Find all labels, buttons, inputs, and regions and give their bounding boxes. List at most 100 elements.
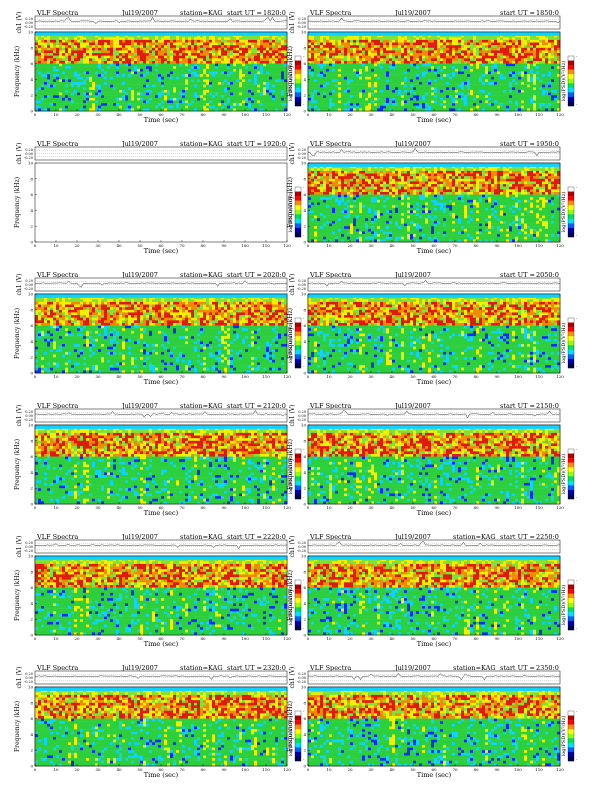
spectra-panel: VLF Spectra Jul19/2007 start UT = 2050:00.2… xyxy=(287,271,578,386)
spectrogram-heatmap xyxy=(35,294,287,373)
time-tick-label: 40 xyxy=(116,505,122,510)
freq-tick-label: 10 xyxy=(301,685,307,690)
time-x-label: Time (sec) xyxy=(144,509,179,517)
time-tick-label: 40 xyxy=(389,374,395,379)
spectra-panel: VLF Spectra Jul19/2007 station=KAG start UT… xyxy=(287,533,578,648)
time-tick-label: 20 xyxy=(74,767,80,772)
freq-tick-label: 8 xyxy=(30,569,33,574)
freq-tick-label: 10 xyxy=(301,161,307,166)
spectrogram-heatmap xyxy=(308,163,560,242)
time-tick-label: 90 xyxy=(494,243,500,248)
time-tick-label: 50 xyxy=(410,505,416,510)
time-tick-label: 20 xyxy=(74,374,80,379)
time-tick-label: 90 xyxy=(221,767,227,772)
time-tick-label: 50 xyxy=(137,505,143,510)
colorbar-tick-top: - xyxy=(303,578,305,583)
colorbar xyxy=(568,318,574,368)
time-tick-label: 100 xyxy=(514,243,522,248)
waveform-tick-label: -0.20 xyxy=(297,418,306,422)
colorbar xyxy=(568,187,574,237)
freq-tick-label: 2 xyxy=(303,224,306,229)
waveform-y-label: ch1 (V) xyxy=(16,12,23,34)
time-tick-label: 120 xyxy=(283,374,291,379)
freq-tick-label: 2 xyxy=(30,93,33,98)
time-tick-label: 0 xyxy=(307,767,310,772)
time-tick-label: 90 xyxy=(494,374,500,379)
freq-tick-label: 10 xyxy=(28,423,34,428)
spectrogram-heatmap xyxy=(35,32,287,111)
colorbar xyxy=(568,711,574,761)
time-tick-label: 90 xyxy=(221,112,227,117)
freq-y-label: Frequency (kHz) xyxy=(287,177,294,228)
time-x-label: Time (sec) xyxy=(417,247,452,255)
time-tick-label: 10 xyxy=(53,112,59,117)
vlf-spectra-page: VLF Spectra Jul19/2007 station=KAG start UT… xyxy=(0,0,612,792)
freq-tick-label: 8 xyxy=(303,700,306,705)
colorbar-tick-top: - xyxy=(303,709,305,714)
time-x-label: Time (sec) xyxy=(417,640,452,648)
spectra-panel: VLF Spectra Jul19/2007 start UT = 1850:00.2… xyxy=(287,9,578,124)
time-tick-label: 50 xyxy=(410,374,416,379)
freq-tick-label: 2 xyxy=(303,355,306,360)
freq-tick-label: 6 xyxy=(30,61,33,66)
time-tick-label: 90 xyxy=(494,767,500,772)
colorbar-tick-top: - xyxy=(576,447,578,452)
time-tick-label: 110 xyxy=(535,243,543,248)
spectrogram-heatmap xyxy=(308,32,560,111)
colorbar-tick-top: - xyxy=(576,316,578,321)
freq-tick-label: 10 xyxy=(28,292,34,297)
time-tick-label: 0 xyxy=(307,374,310,379)
colorbar xyxy=(295,187,301,237)
time-tick-label: 80 xyxy=(473,374,479,379)
time-tick-label: 10 xyxy=(53,505,59,510)
time-tick-label: 120 xyxy=(556,505,564,510)
time-tick-label: 10 xyxy=(326,767,332,772)
colorbar-label: log(PSD)(V²/Hz) xyxy=(560,716,567,757)
freq-y-label: Frequency (kHz) xyxy=(14,570,21,621)
waveform-tick-label: -0.20 xyxy=(24,418,33,422)
time-tick-label: 20 xyxy=(347,636,353,641)
freq-y-label: Frequency (kHz) xyxy=(287,46,294,97)
colorbar-label: log(PSD)(V²/Hz) xyxy=(560,585,567,626)
spectra-panel: VLF Spectra Jul19/2007 station=KAG start UT… xyxy=(14,533,305,648)
freq-tick-label: 4 xyxy=(303,732,306,737)
time-x-label: Time (sec) xyxy=(144,247,179,255)
freq-y-label: Frequency (kHz) xyxy=(14,701,21,752)
waveform-tick-label: -0.20 xyxy=(24,287,33,291)
freq-tick-label: 8 xyxy=(30,45,33,50)
colorbar-label: log(PSD)(V²/Hz) xyxy=(560,192,567,233)
colorbar xyxy=(568,56,574,106)
waveform-tick-label: -0.20 xyxy=(297,156,306,160)
freq-tick-label: 6 xyxy=(303,323,306,328)
freq-tick-label: 6 xyxy=(30,192,33,197)
time-tick-label: 70 xyxy=(452,112,458,117)
freq-tick-label: 8 xyxy=(30,307,33,312)
time-tick-label: 30 xyxy=(95,767,101,772)
time-tick-label: 30 xyxy=(95,636,101,641)
time-tick-label: 50 xyxy=(410,636,416,641)
time-tick-label: 120 xyxy=(283,505,291,510)
freq-y-label: Frequency (kHz) xyxy=(14,439,21,490)
colorbar-tick-bottom: - xyxy=(576,757,578,762)
freq-tick-label: 10 xyxy=(28,161,34,166)
time-tick-label: 30 xyxy=(95,374,101,379)
time-tick-label: 10 xyxy=(53,636,59,641)
time-x-label: Time (sec) xyxy=(144,378,179,386)
waveform-tick-label: -0.20 xyxy=(297,680,306,684)
colorbar-tick-bottom: - xyxy=(303,495,305,500)
time-tick-label: 120 xyxy=(556,243,564,248)
time-tick-label: 80 xyxy=(473,767,479,772)
time-tick-label: 50 xyxy=(410,767,416,772)
time-tick-label: 120 xyxy=(283,767,291,772)
colorbar xyxy=(295,318,301,368)
colorbar-tick-bottom: - xyxy=(303,757,305,762)
waveform-y-label: ch1 (V) xyxy=(289,405,296,427)
time-tick-label: 100 xyxy=(514,636,522,641)
colorbar-tick-bottom: - xyxy=(576,102,578,107)
waveform-y-label: ch1 (V) xyxy=(16,667,23,689)
time-tick-label: 70 xyxy=(179,505,185,510)
spectra-panel: VLF Spectra Jul19/2007 start UT = 2150:00.2… xyxy=(287,402,578,517)
freq-y-label: Frequency (kHz) xyxy=(14,308,21,359)
freq-y-label: Frequency (kHz) xyxy=(14,46,21,97)
spectra-panel: VLF Spectra Jul19/2007 station=KAG start UT… xyxy=(14,271,305,386)
